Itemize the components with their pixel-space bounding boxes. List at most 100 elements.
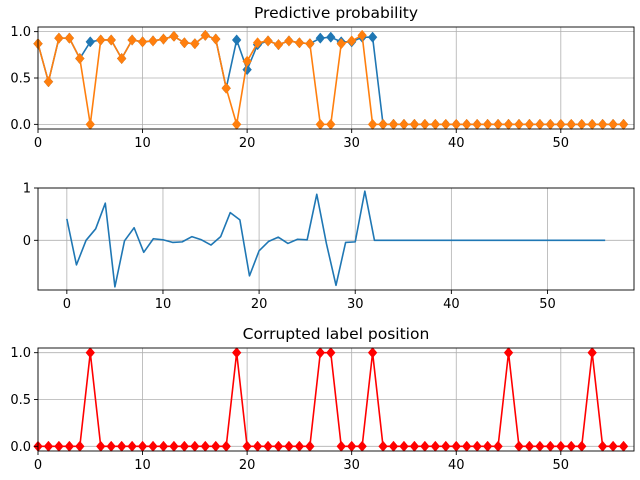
- data-point: [294, 37, 305, 49]
- x-tick-label: 40: [448, 458, 465, 473]
- axes-frame: [37, 187, 635, 291]
- data-point: [43, 440, 54, 452]
- data-point: [514, 118, 524, 130]
- data-point: [200, 29, 211, 41]
- data-point: [587, 347, 597, 359]
- data-point: [336, 440, 346, 452]
- data-point: [169, 440, 179, 452]
- data-point: [346, 440, 357, 452]
- data-point: [273, 39, 284, 51]
- data-point: [608, 118, 618, 130]
- data-point: [378, 440, 388, 452]
- data-point: [336, 38, 346, 50]
- data-point: [305, 440, 315, 452]
- x-tick-label: 50: [553, 136, 570, 151]
- data-point: [85, 347, 96, 359]
- data-point: [64, 32, 75, 44]
- data-point: [608, 440, 618, 452]
- data-point: [231, 347, 242, 359]
- data-point: [545, 118, 556, 130]
- chart-title: Predictive probability: [254, 4, 418, 22]
- data-point: [85, 118, 96, 130]
- y-tick-label: 0.5: [10, 72, 31, 87]
- data-point: [284, 35, 294, 47]
- x-tick-label: 10: [134, 136, 151, 151]
- chart-3: 0 10 20 30 40 50 0.0 0.5 1.0 Corrupted label posi…: [10, 325, 635, 473]
- data-point: [430, 440, 441, 452]
- data-point: [618, 440, 629, 452]
- data-point: [252, 37, 263, 49]
- x-tick-label: 20: [239, 458, 256, 473]
- data-point: [273, 440, 284, 452]
- data-point: [294, 440, 305, 452]
- data-point: [556, 118, 566, 130]
- data-point: [148, 35, 158, 47]
- data-point: [326, 31, 336, 43]
- data-point: [493, 118, 503, 130]
- x-tick-label: 0: [63, 297, 71, 312]
- data-point: [221, 82, 231, 94]
- data-point: [524, 118, 535, 130]
- x-tick-label: 30: [343, 136, 360, 151]
- data-point: [503, 118, 514, 130]
- data-point: [242, 55, 252, 67]
- data-point: [137, 36, 148, 48]
- data-point: [367, 31, 378, 43]
- data-point: [451, 118, 461, 130]
- data-point: [211, 440, 221, 452]
- data-point: [54, 32, 64, 44]
- data-point: [263, 440, 273, 452]
- series-line-2: [37, 34, 624, 126]
- x-tick-label: 10: [134, 458, 151, 473]
- data-point: [357, 440, 367, 452]
- data-point: [367, 118, 378, 130]
- y-tick-label: 0.0: [10, 118, 31, 133]
- x-tick-label: 50: [553, 458, 570, 473]
- data-point: [127, 34, 137, 46]
- x-tick-label: 20: [251, 297, 268, 312]
- data-point: [524, 440, 535, 452]
- data-point: [137, 440, 148, 452]
- data-point: [367, 347, 378, 359]
- data-point: [388, 440, 399, 452]
- data-point: [315, 32, 326, 44]
- y-tick-label: 1: [23, 182, 31, 197]
- x-tick-label: 0: [34, 136, 42, 151]
- data-point: [346, 35, 357, 47]
- data-point: [566, 118, 576, 130]
- chart-2: 0 10 20 30 40 50 0 1: [23, 182, 635, 312]
- x-tick-label: 40: [443, 297, 460, 312]
- x-tick-label: 0: [34, 458, 42, 473]
- data-point: [535, 440, 545, 452]
- data-point: [409, 440, 420, 452]
- data-point: [127, 440, 137, 452]
- data-point: [231, 34, 242, 46]
- data-point: [556, 440, 566, 452]
- data-point: [242, 440, 252, 452]
- data-point: [106, 34, 116, 46]
- data-point: [441, 440, 451, 452]
- data-point: [587, 118, 597, 130]
- data-point: [503, 347, 514, 359]
- data-point: [263, 35, 273, 47]
- data-point: [399, 118, 409, 130]
- data-point: [158, 440, 169, 452]
- data-point: [409, 118, 420, 130]
- data-point: [190, 38, 200, 50]
- data-point: [388, 118, 399, 130]
- data-point: [179, 37, 190, 49]
- data-point: [85, 36, 96, 48]
- x-tick-label: 30: [343, 458, 360, 473]
- x-tick-label: 10: [155, 297, 172, 312]
- data-point: [420, 440, 430, 452]
- data-point: [252, 440, 263, 452]
- series-line-1: [66, 190, 606, 288]
- data-point: [75, 52, 85, 65]
- data-point: [54, 440, 64, 452]
- data-point: [461, 440, 472, 452]
- data-point: [190, 440, 200, 452]
- data-point: [200, 440, 211, 452]
- x-tick-label: 20: [239, 136, 256, 151]
- data-point: [116, 440, 127, 452]
- data-point: [221, 440, 231, 452]
